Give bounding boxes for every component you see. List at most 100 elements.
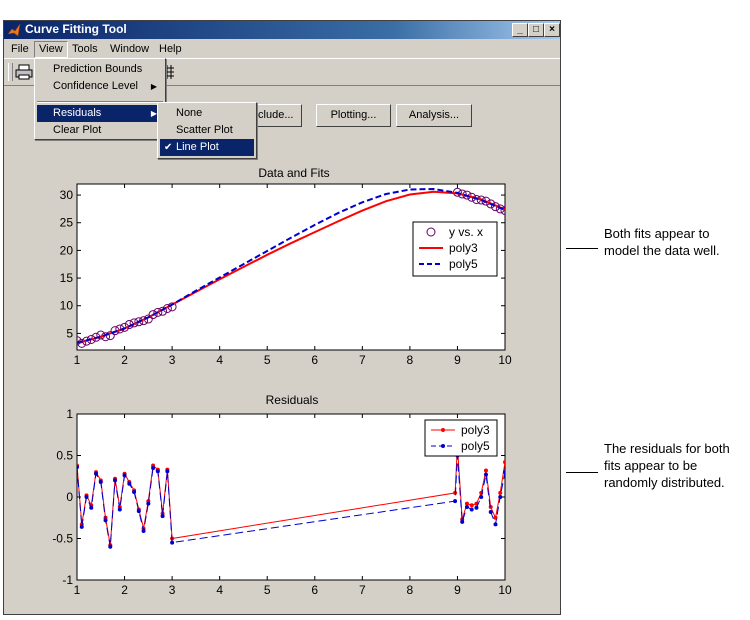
annotation-line: The residuals for both: [604, 441, 730, 456]
x-tick-label: 10: [498, 583, 512, 597]
submenu-arrow-icon: ▶: [150, 82, 157, 91]
series-point-poly5: [483, 472, 488, 477]
series-point-poly5: [146, 501, 151, 506]
series-point-poly5: [136, 509, 141, 514]
fits-chart: Data and Fits 1 2 3 4 5 6 7 8 9 10 5 10 15 20 25 30 y vs.…: [60, 166, 512, 367]
chart-legend: y vs. x poly3 poly5: [412, 221, 498, 277]
menu-item-label: Scatter Plot: [176, 124, 233, 136]
data-point-y-vs-x: [148, 310, 158, 320]
menu-item-confidence-level[interactable]: Confidence Level ▶: [37, 78, 163, 95]
menu-file[interactable]: File: [11, 43, 29, 55]
submenu-item-none[interactable]: None: [160, 105, 254, 122]
x-tick-label: 4: [216, 353, 223, 367]
y-tick-label: 20: [60, 243, 74, 257]
series-point-poly5: [117, 507, 122, 512]
legend-label-y-vs-x: y vs. x: [449, 225, 483, 239]
menu-item-label: Clear Plot: [53, 124, 102, 136]
series-point-poly5: [503, 470, 505, 475]
menu-item-prediction-bounds[interactable]: Prediction Bounds: [37, 61, 163, 78]
series-line-poly5: [77, 455, 505, 547]
submenu-item-line-plot[interactable]: ✔ Line Plot: [160, 139, 254, 156]
series-point-poly5: [141, 529, 146, 534]
menu-item-label: Residuals: [53, 107, 102, 119]
legend-label-poly3: poly3: [449, 241, 478, 255]
series-point-poly5: [151, 465, 156, 470]
legend-marker-poly5: [441, 444, 445, 448]
menu-window[interactable]: Window: [110, 43, 150, 55]
series-point-poly5: [132, 490, 137, 495]
series-group: [77, 443, 505, 549]
chart-title: Data and Fits: [258, 166, 329, 180]
y-tick-label: 15: [60, 271, 74, 285]
x-tick-label: 7: [359, 583, 366, 597]
series-point-poly5: [479, 495, 484, 499]
data-point-y-vs-x: [134, 317, 144, 327]
submenu-item-scatter-plot[interactable]: Scatter Plot: [160, 122, 254, 139]
y-tick-label: 5: [66, 326, 73, 340]
data-point-y-vs-x: [500, 206, 505, 216]
submenu-arrow-icon: ▶: [150, 109, 157, 118]
close-button[interactable]: ×: [544, 23, 560, 37]
data-point-y-vs-x: [476, 195, 486, 205]
y-tick-label: -0.5: [52, 532, 73, 546]
y-tick-label: 0: [66, 490, 73, 504]
series-point-poly5: [103, 518, 108, 523]
x-tick-label: 6: [311, 583, 318, 597]
title-bar[interactable]: Curve Fitting Tool _ □ ×: [4, 21, 560, 39]
y-tick-label: -1: [62, 573, 73, 587]
series-point-poly5: [113, 478, 118, 483]
x-tick-label: 4: [216, 583, 223, 597]
menu-tools[interactable]: Tools: [72, 43, 98, 55]
series-point-poly5: [469, 507, 474, 512]
menu-bar: File View Tools Window Help: [4, 40, 560, 58]
series-point-poly5: [94, 471, 99, 476]
y-tick-label: 10: [60, 299, 74, 313]
x-tick-label: 3: [169, 353, 176, 367]
series-line-poly5: [77, 187, 505, 344]
matlab-icon: [7, 23, 21, 37]
y-tick-label: 1: [66, 407, 73, 421]
menu-item-residuals[interactable]: Residuals ▶: [37, 105, 163, 122]
analysis-button[interactable]: Analysis...: [396, 104, 472, 127]
x-tick-label: 5: [264, 353, 271, 367]
x-tick-label: 2: [121, 353, 128, 367]
x-tick-label: 6: [311, 353, 318, 367]
plotting-button[interactable]: Plotting...: [316, 104, 391, 127]
series-point-poly3: [464, 501, 469, 506]
series-point-poly5: [108, 544, 113, 549]
x-tick-label: 3: [169, 583, 176, 597]
menu-item-clear-plot[interactable]: Clear Plot: [37, 122, 163, 139]
x-tick-label: 9: [454, 583, 461, 597]
toolbar-grip[interactable]: [8, 63, 13, 81]
menu-item-label: Line Plot: [176, 141, 219, 153]
menu-view[interactable]: View: [34, 41, 68, 58]
fits-annotation: Both fits appear to model the data well.: [604, 225, 720, 259]
maximize-button[interactable]: □: [528, 23, 544, 37]
chart-legend: poly3 poly5: [424, 419, 498, 457]
y-tick-label: 25: [60, 216, 74, 230]
legend-label-poly5: poly5: [449, 257, 478, 271]
chart-title: Residuals: [266, 393, 319, 407]
residuals-callout-line: [566, 472, 598, 473]
print-icon[interactable]: [15, 64, 33, 80]
fits-callout-line: [566, 248, 598, 249]
residuals-annotation: The residuals for both fits appear to be…: [604, 440, 730, 491]
series-point-poly3: [498, 490, 503, 495]
minimize-button[interactable]: _: [512, 23, 528, 37]
series-point-poly5: [127, 481, 132, 486]
menu-help[interactable]: Help: [159, 43, 182, 55]
series-point-poly5: [474, 505, 479, 510]
y-tick-label: 0.5: [56, 449, 73, 463]
series-point-poly5: [89, 505, 94, 510]
series-point-poly5: [460, 519, 465, 524]
annotation-line: fits appear to be: [604, 458, 698, 473]
x-tick-label: 10: [498, 353, 512, 367]
series-point-poly3: [469, 503, 474, 508]
series-point-poly5: [160, 514, 165, 519]
y-tick-label: 30: [60, 188, 74, 202]
data-point-y-vs-x: [77, 336, 82, 346]
series-point-poly5: [77, 465, 79, 470]
annotation-line: Both fits appear to: [604, 226, 710, 241]
